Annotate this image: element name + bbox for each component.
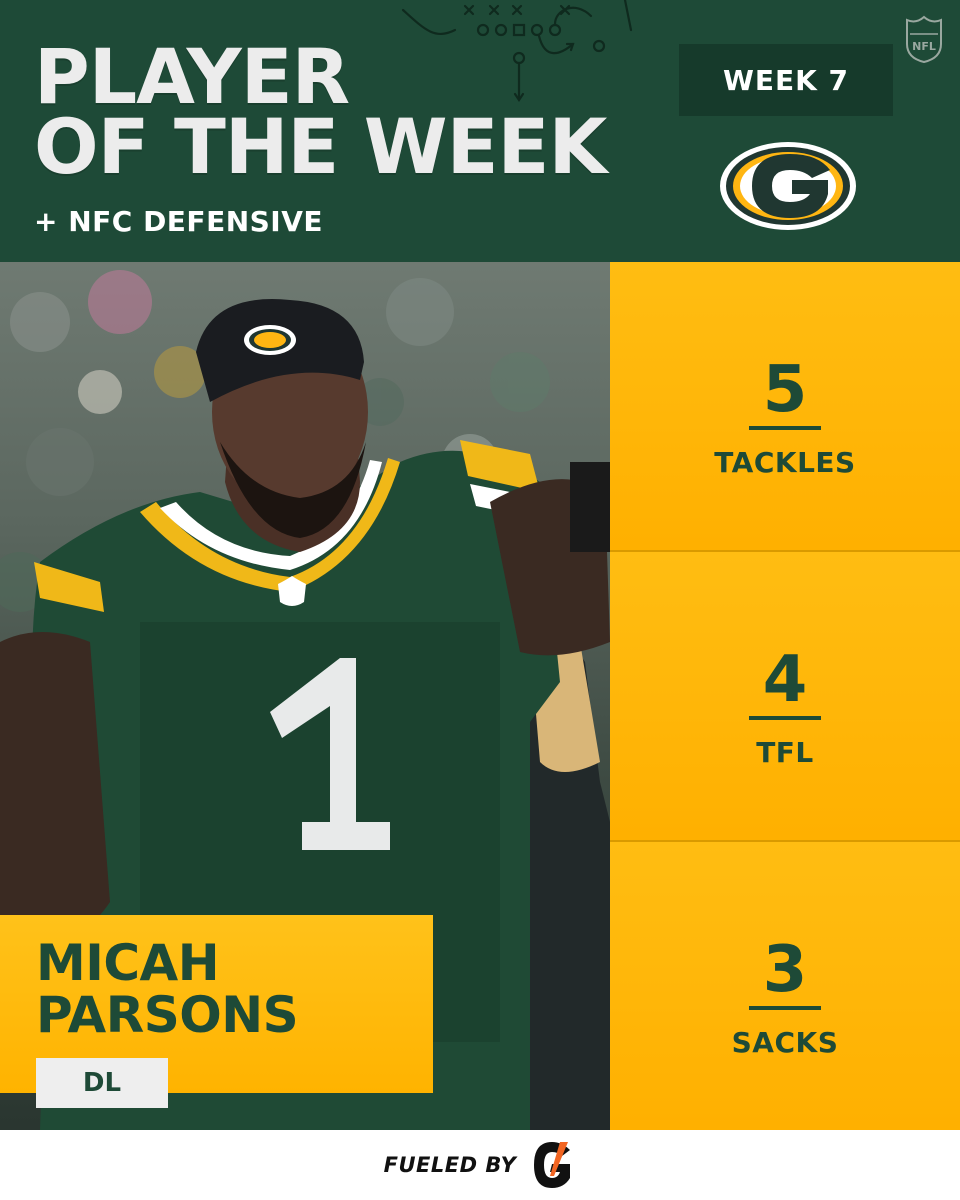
packers-g-logo — [720, 142, 856, 230]
gatorade-g-icon — [534, 1142, 571, 1188]
name-plate: MICAH PARSONS DL — [0, 915, 433, 1108]
footer: FUELED BY — [0, 1130, 960, 1200]
stat-value: 4 — [748, 648, 822, 720]
stat-divider — [610, 840, 960, 842]
stat-value: 3 — [748, 938, 822, 1010]
player-name: MICAH PARSONS — [36, 934, 299, 1044]
page-title: PLAYER OF THE WEEK — [34, 32, 607, 191]
stat-tackles: 5 TACKLES — [610, 262, 960, 550]
player-first-name: MICAH — [36, 934, 220, 992]
header: PLAYER OF THE WEEK + NFC DEFENSIVE NFL W… — [0, 0, 960, 262]
stat-label: TFL — [756, 736, 814, 769]
subtitle: + NFC DEFENSIVE — [34, 205, 324, 238]
player-photo: MICAH PARSONS DL — [0, 262, 610, 1130]
stat-sacks: 3 SACKS — [610, 842, 960, 1130]
stats-panel: 5 TACKLES 4 TFL 3 SACKS — [610, 262, 960, 1130]
title-line-1: PLAYER — [34, 32, 350, 121]
stat-tfl: 4 TFL — [610, 552, 960, 840]
player-last-name: PARSONS — [36, 986, 299, 1044]
week-badge: WEEK 7 — [679, 44, 893, 116]
play-diagram-icon — [401, 0, 633, 102]
stat-value: 5 — [748, 358, 822, 430]
title-line-2: OF THE WEEK — [34, 102, 607, 191]
nfl-shield-icon: NFL — [906, 15, 942, 64]
position-badge: DL — [36, 1058, 168, 1108]
sponsor-text: FUELED BY — [383, 1153, 517, 1177]
stat-label: SACKS — [731, 1026, 839, 1059]
svg-text:NFL: NFL — [912, 40, 936, 53]
stat-label: TACKLES — [714, 446, 856, 479]
stat-divider — [610, 550, 960, 552]
